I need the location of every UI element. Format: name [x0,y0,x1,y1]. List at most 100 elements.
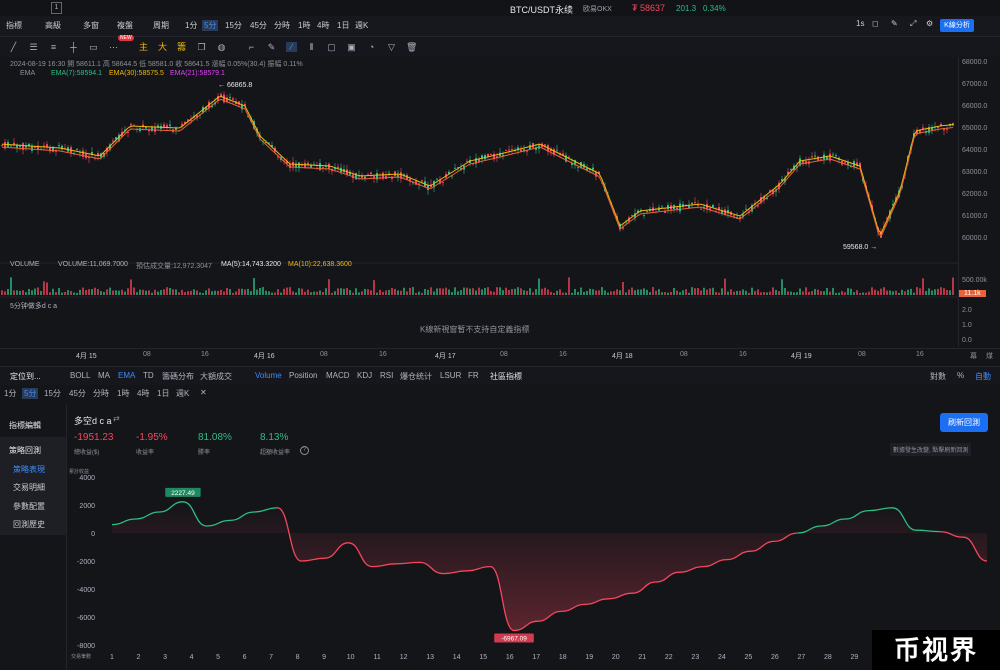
sidebar-item-params[interactable]: 參數配置 [13,502,45,511]
period-1d[interactable]: 1日 [337,21,350,30]
trash-icon[interactable]: 🗑 [406,42,418,52]
time-axis-label[interactable]: 煤 [986,353,993,360]
volume-bar [940,287,942,295]
volume-bar [610,291,612,295]
volume-bar [334,291,336,295]
percent-toggle[interactable]: % [957,371,965,380]
price-axis[interactable]: 68000.0 67000.0 66000.0 65000.0 64000.0 … [958,57,1000,347]
camera-icon[interactable]: ◻ [872,19,879,28]
period-15m[interactable]: 15分 [44,389,61,398]
candle-body [211,105,213,108]
period-week[interactable]: 週K [176,389,190,398]
clipboard-icon[interactable]: ▢ [327,42,336,52]
hline-tool-icon[interactable]: ☰ [29,42,38,52]
indicator-liquidation[interactable]: 爆仓统计 [400,372,432,381]
period-timeshare[interactable]: 分時 [274,21,290,30]
multi-window-menu[interactable]: 多窗 [83,21,99,30]
brush-icon[interactable]: ◔ [368,42,375,52]
sidebar-item-trades[interactable]: 交易明細 [13,483,45,492]
period-4h[interactable]: 4時 [137,389,150,398]
copy-icon[interactable]: ❐ [197,42,206,52]
window-number[interactable]: 1 [51,2,62,14]
period-4h[interactable]: 4時 [317,21,330,30]
sub-indicator-title[interactable]: 5分钟做多d c a [10,303,58,310]
interval-label[interactable]: 1s [856,19,865,28]
time-axis-label[interactable]: 幕 [970,353,977,360]
volume-bar [781,279,783,295]
big-order-icon[interactable]: 大 [157,42,167,52]
indicator-ma[interactable]: MA [98,371,110,380]
sidebar-item-performance[interactable]: 策略表現 [13,465,45,474]
sidebar-item-history[interactable]: 回測歷史 [13,520,45,529]
period-5m[interactable]: 5分 [22,388,39,399]
sidebar-item-backtest[interactable]: 策略回測 [9,446,41,455]
indicator-chip[interactable]: 籌碼分布 [162,372,194,381]
indicator-kdj[interactable]: KDJ [357,371,373,380]
period-1h[interactable]: 1時 [298,21,311,30]
candle-body [523,149,525,152]
pnl-chart[interactable]: 累計收益 交易筆數 4000 2000 0 -2000 -4000 -6000 -8000 1… [67,465,1000,670]
period-1m[interactable]: 1分 [4,389,17,398]
locate-button[interactable]: 定位到... [10,372,41,381]
period-1d[interactable]: 1日 [157,389,170,398]
swap-icon[interactable]: ⇄ [113,414,120,423]
price-chart[interactable]: 2024-08-19 16:30 開 58611.1 高 58644.5 低 5… [0,57,958,347]
period-5m[interactable]: 5分 [202,20,219,31]
chip-icon[interactable]: 籌 [176,42,186,52]
candle-icon[interactable]: ⫴ [309,42,314,52]
log-scale-toggle[interactable]: 對數 [930,372,946,381]
volume-bar [853,292,855,295]
indicator-menu[interactable]: 指標 [6,21,22,30]
period-timeshare[interactable]: 分時 [93,389,109,398]
ema-label[interactable]: EMA [20,70,36,77]
candle-body [175,127,177,130]
period-1h[interactable]: 1時 [117,389,130,398]
line-tool-icon[interactable]: ╱ [10,42,17,52]
image-icon[interactable]: ▣ [347,42,356,52]
candle-body [940,123,942,126]
auto-toggle[interactable]: 自動 [975,372,991,381]
win-rate-label: 勝率 [198,450,211,456]
volume-name[interactable]: VOLUME [10,261,40,268]
indicator-volume[interactable]: Volume [255,371,282,380]
period-menu[interactable]: 周期 [153,21,169,30]
indicator-ema[interactable]: EMA [118,371,136,380]
indicator-td[interactable]: TD [143,371,154,380]
channel-tool-icon[interactable]: ≡ [50,42,57,52]
indicator-macd[interactable]: MACD [326,371,350,380]
community-indicators[interactable]: 社區指標 [490,372,522,381]
indicator-boll[interactable]: BOLL [70,371,91,380]
ray-tool-icon[interactable]: ┼ [70,42,77,52]
edit-icon[interactable]: ✎ [891,19,898,28]
sidebar-item-indicator-edit[interactable]: 指標編輯 [9,421,41,430]
kline-analysis-button[interactable]: K線分析 [940,19,974,32]
period-week[interactable]: 週K [355,21,369,30]
indicator-big-trade[interactable]: 大額成交 [200,372,232,381]
main-indicator-icon[interactable]: 主 [138,42,148,52]
period-1m[interactable]: 1分 [185,21,198,30]
fullscreen-icon[interactable]: ⤢ [910,19,917,28]
candle-body [229,97,231,99]
gear-icon[interactable]: ⚙ [926,19,934,28]
filter-icon[interactable]: ▽ [388,42,395,52]
refresh-backtest-button[interactable]: 刷新回測 [940,413,988,432]
vol-ma10: MA(10):22,638.3600 [288,261,352,268]
pencil-icon[interactable]: ✎ [267,42,276,52]
pair-title[interactable]: BTC/USDT永续 [510,5,574,15]
close-icon[interactable]: ✕ [200,388,207,397]
rectangle-tool-icon[interactable]: ▭ [89,42,98,52]
period-45m[interactable]: 45分 [69,389,86,398]
indicator-lsur[interactable]: LSUR [440,371,462,380]
period-45m[interactable]: 45分 [250,21,267,30]
trend-tool-icon[interactable]: ⁄ [286,42,297,52]
more-tools-icon[interactable]: ⋯ [109,42,118,52]
advanced-menu[interactable]: 高級 [45,21,61,30]
indicator-position[interactable]: Position [289,371,318,380]
cursor-icon[interactable]: ⌐ [248,42,255,52]
indicator-fr[interactable]: FR [468,371,479,380]
palette-icon[interactable]: ◍ [217,42,226,52]
help-icon[interactable]: ? [300,446,309,455]
indicator-rsi[interactable]: RSI [380,371,394,380]
replay-menu[interactable]: 複盤 [117,21,133,30]
period-15m[interactable]: 15分 [225,21,242,30]
